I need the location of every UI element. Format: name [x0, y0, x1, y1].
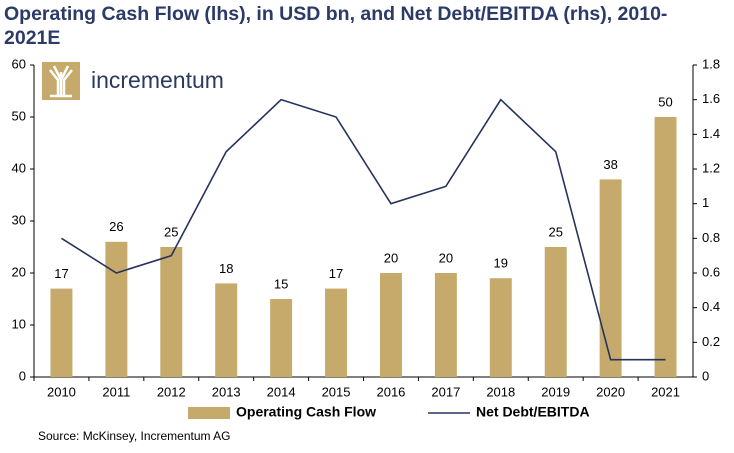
y2-tick-label: 1.8: [702, 56, 720, 71]
y2-tick-label: 0.6: [702, 264, 720, 279]
y-tick-label: 40: [12, 160, 26, 175]
y2-tick-label: 1.4: [702, 126, 720, 141]
data-label: 26: [109, 219, 123, 234]
x-tick-label: 2018: [486, 384, 515, 399]
data-label: 20: [439, 250, 453, 265]
data-label: 17: [329, 266, 343, 281]
y2-tick-label: 0: [702, 368, 709, 383]
legend-label: Operating Cash Flow: [236, 404, 376, 420]
line: [61, 98, 666, 361]
data-label: 38: [603, 157, 617, 172]
legend-label: Net Debt/EBITDA: [476, 404, 590, 420]
y2-tick-label: 0.4: [702, 299, 720, 314]
bar: [215, 283, 238, 377]
y2-tick-label: 0.8: [702, 230, 720, 245]
bar: [50, 288, 73, 377]
bar: [325, 288, 348, 377]
x-tick-label: 2011: [102, 384, 130, 399]
x-tick-label: 2014: [267, 384, 296, 399]
x-tick-label: 2016: [376, 384, 405, 399]
data-label: 19: [494, 256, 508, 271]
bar: [160, 247, 183, 377]
x-tick-label: 2019: [541, 384, 570, 399]
bar: [489, 278, 512, 377]
bar: [434, 273, 457, 377]
data-label: 15: [274, 276, 288, 291]
data-label: 17: [54, 266, 68, 281]
y2-tick-label: 1.2: [702, 160, 720, 175]
x-tick-label: 2013: [212, 384, 241, 399]
y2-tick-label: 1.6: [702, 91, 720, 106]
data-label: 50: [658, 94, 672, 109]
bar: [270, 299, 293, 377]
bar: [105, 241, 128, 377]
data-label: 25: [548, 224, 562, 239]
x-tick-label: 2010: [47, 384, 76, 399]
data-label: 18: [219, 261, 233, 276]
bar: [379, 273, 402, 377]
source: Source: McKinsey, Incrementum AG: [38, 429, 231, 443]
bar: [599, 179, 622, 377]
bar: [654, 117, 677, 377]
x-tick-label: 2021: [651, 384, 680, 399]
legend-swatch: [188, 407, 230, 419]
chart: incrementum 0 10 20 30 40 50 60 0 0.2 0.4 0.6 0.8 1 1…: [12, 56, 721, 420]
y2-tick-label: 0.2: [702, 334, 720, 349]
y-tick-label: 30: [12, 212, 26, 227]
x-tick-label: 2020: [596, 384, 625, 399]
y-tick-label: 60: [12, 56, 26, 71]
x-tick-label: 2015: [322, 384, 351, 399]
chart-title: Operating Cash Flow (lhs), in USD bn, an…: [4, 3, 668, 49]
y-tick-label: 10: [12, 316, 26, 331]
y-tick-label: 0: [19, 368, 26, 383]
logo-icon: [42, 62, 80, 100]
x-tick-label: 2012: [157, 384, 186, 399]
data-label: 20: [384, 250, 398, 265]
y-tick-label: 50: [12, 108, 26, 123]
x-tick-label: 2017: [431, 384, 460, 399]
logo-text: incrementum: [91, 67, 224, 93]
data-label: 25: [164, 224, 178, 239]
bar: [544, 247, 567, 377]
y2-tick-label: 1: [702, 195, 709, 210]
y-tick-label: 20: [12, 264, 26, 279]
